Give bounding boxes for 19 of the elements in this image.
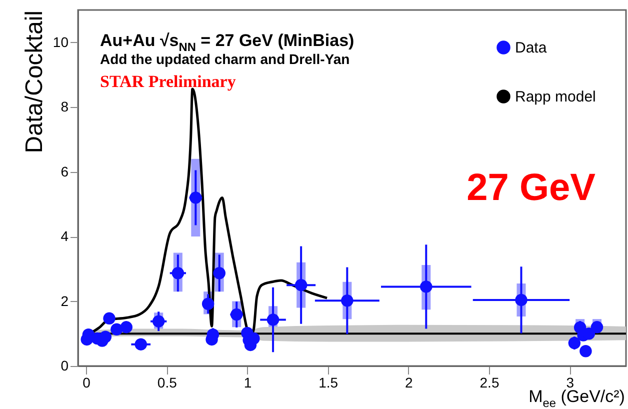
text: Add the updated charm and Drell-Yan xyxy=(100,51,350,67)
x-tick-label: 2 xyxy=(405,374,414,390)
y-tick-label: 10 xyxy=(52,34,69,50)
x-tick-label: 1.5 xyxy=(318,374,338,390)
x-tick-label: 1 xyxy=(244,374,252,390)
y-tick-label: 0 xyxy=(60,358,69,374)
y-tick-label: 8 xyxy=(60,98,69,115)
legend-label: Rapp model xyxy=(515,88,596,106)
y-axis-title: Data/Cocktail xyxy=(20,10,48,154)
x-tick-label: 3 xyxy=(566,374,574,390)
x-tick-label: 0.5 xyxy=(157,374,178,390)
annotation: 27 GeV xyxy=(466,167,596,209)
x-tick-label: 2.5 xyxy=(480,374,500,390)
y-tick-label: 2 xyxy=(60,292,69,309)
annotation: STAR Preliminary xyxy=(100,72,236,91)
y-tick-label: 4 xyxy=(60,228,69,244)
x-tick-label: 0 xyxy=(82,374,91,390)
legend-label: Data xyxy=(515,40,548,56)
y-tick-label: 6 xyxy=(60,163,69,180)
